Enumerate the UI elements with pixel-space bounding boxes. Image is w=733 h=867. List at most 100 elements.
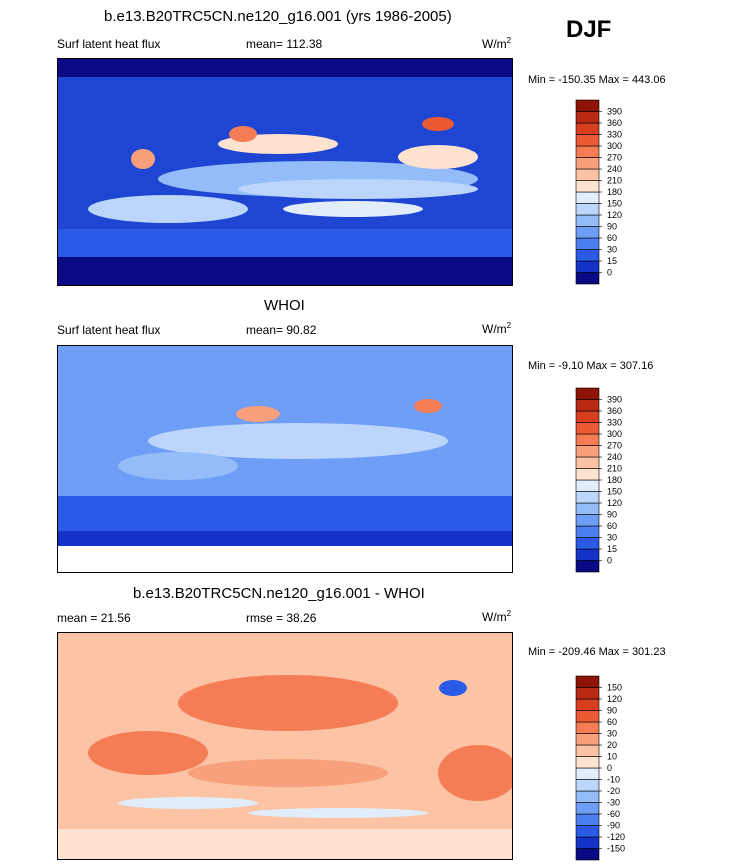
colorbar-tick-label: -60	[607, 809, 620, 819]
panel-model-colorbar: 0 15 30 60 90 120 150 180 210 240 270 300 330 360 390	[575, 99, 646, 291]
colorbar-swatch	[575, 410, 600, 423]
colorbar-tick-label: 210	[607, 464, 622, 474]
panel-obs-colorbar: 0 15 30 60 90 120 150 180 210 240 270 300 330 360 390	[575, 387, 646, 579]
colorbar-tick-label: -10	[607, 775, 620, 785]
colorbar-swatch	[575, 802, 600, 815]
colorbar-tick-label: 150	[607, 487, 622, 497]
panel-model-field-label: Surf latent heat flux	[57, 37, 161, 51]
colorbar-tick-label: 390	[607, 395, 622, 405]
colorbar-tick-label: 30	[607, 729, 617, 739]
colorbar-swatch	[575, 721, 600, 734]
panel-model-mean-label: mean= 112.38	[246, 37, 323, 51]
panel-obs-map	[57, 345, 513, 573]
colorbar-swatch	[575, 422, 600, 435]
colorbar-swatch	[575, 836, 600, 849]
season-label: DJF	[566, 16, 612, 43]
colorbar-tick-label: 360	[607, 406, 622, 416]
colorbar-swatch	[575, 502, 600, 515]
panel-obs-units: W/m2	[482, 321, 512, 336]
colorbar-swatch	[575, 272, 600, 285]
panel-model-title: b.e13.B20TRC5CN.ne120_g16.001 (yrs 1986-…	[104, 8, 452, 25]
colorbar-swatch	[575, 779, 600, 792]
colorbar-tick-label: 210	[607, 176, 622, 186]
colorbar-swatch	[575, 548, 600, 561]
colorbar-tick-label: 60	[607, 717, 617, 727]
panel-diff-minmax: Min = -209.46 Max = 301.23	[528, 646, 666, 658]
colorbar-tick-label: -120	[607, 832, 625, 842]
colorbar-swatch	[575, 203, 600, 216]
colorbar-tick-label: 0	[607, 763, 612, 773]
colorbar-swatch	[575, 456, 600, 469]
panel-obs-mean-label: mean= 90.82	[246, 323, 317, 337]
colorbar-swatch	[575, 111, 600, 124]
colorbar-swatch	[575, 214, 600, 227]
colorbar-swatch	[575, 145, 600, 158]
panel-diff-map	[57, 632, 513, 860]
colorbar-tick-label: 120	[607, 210, 622, 220]
colorbar-tick-label: 15	[607, 256, 617, 266]
colorbar-tick-label: 300	[607, 141, 622, 151]
colorbar-swatch	[575, 445, 600, 458]
colorbar-swatch	[575, 560, 600, 573]
colorbar-tick-label: 0	[607, 556, 612, 566]
colorbar-tick-label: 180	[607, 187, 622, 197]
colorbar-swatch	[575, 468, 600, 481]
colorbar-tick-label: 300	[607, 429, 622, 439]
colorbar-swatch	[575, 687, 600, 700]
colorbar-swatch	[575, 249, 600, 262]
colorbar-tick-label: 10	[607, 752, 617, 762]
colorbar-swatch	[575, 479, 600, 492]
colorbar-tick-label: 30	[607, 533, 617, 543]
panel-model-minmax: Min = -150.35 Max = 443.06	[528, 74, 666, 86]
colorbar-swatch	[575, 710, 600, 723]
panel-obs-title: WHOI	[264, 297, 305, 314]
colorbar-swatch	[575, 848, 600, 861]
colorbar-swatch	[575, 168, 600, 181]
colorbar-tick-label: 60	[607, 521, 617, 531]
colorbar-swatch	[575, 191, 600, 204]
colorbar-swatch	[575, 675, 600, 688]
colorbar-tick-label: 240	[607, 452, 622, 462]
panel-model-units: W/m2	[482, 36, 512, 51]
colorbar-tick-label: 330	[607, 130, 622, 140]
colorbar-swatch	[575, 134, 600, 147]
colorbar-tick-label: 120	[607, 694, 622, 704]
colorbar-swatch	[575, 157, 600, 170]
colorbar-tick-label: 150	[607, 683, 622, 693]
colorbar-swatch	[575, 525, 600, 538]
panel-diff-units: W/m2	[482, 609, 512, 624]
colorbar-swatch	[575, 813, 600, 826]
colorbar-swatch	[575, 825, 600, 838]
colorbar-swatch	[575, 260, 600, 273]
map-field	[58, 633, 512, 859]
panel-diff-title: b.e13.B20TRC5CN.ne120_g16.001 - WHOI	[133, 585, 425, 602]
panel-obs-field-label: Surf latent heat flux	[57, 323, 161, 337]
panel-model-map-svg	[58, 59, 512, 285]
colorbar-tick-label: 15	[607, 544, 617, 554]
colorbar-swatch	[575, 790, 600, 803]
colorbar-swatch	[575, 399, 600, 412]
colorbar-tick-label: 30	[607, 245, 617, 255]
colorbar-swatch	[575, 744, 600, 757]
panel-diff-map-svg	[58, 633, 512, 859]
colorbar-tick-label: 60	[607, 233, 617, 243]
colorbar-tick-label: 180	[607, 475, 622, 485]
colorbar-tick-label: 150	[607, 199, 622, 209]
colorbar-swatch	[575, 537, 600, 550]
panel-obs-minmax: Min = -9.10 Max = 307.16	[528, 360, 654, 372]
colorbar-swatch	[575, 226, 600, 239]
colorbar-tick-label: 240	[607, 164, 622, 174]
colorbar-tick-label: -20	[607, 786, 620, 796]
colorbar-tick-label: 120	[607, 498, 622, 508]
colorbar-swatch	[575, 433, 600, 446]
colorbar-tick-label: -150	[607, 844, 625, 854]
colorbar-swatch	[575, 698, 600, 711]
colorbar-swatch	[575, 387, 600, 400]
colorbar-swatch	[575, 514, 600, 527]
panel-obs-map-svg	[58, 346, 512, 572]
colorbar-swatch	[575, 99, 600, 112]
colorbar-tick-label: 330	[607, 418, 622, 428]
colorbar-swatch	[575, 491, 600, 504]
colorbar-tick-label: 90	[607, 222, 617, 232]
panel-diff-colorbar: -150 -120 -90 -60 -30 -20 -10 0 10 20 30 60 90 120 150	[575, 675, 646, 867]
